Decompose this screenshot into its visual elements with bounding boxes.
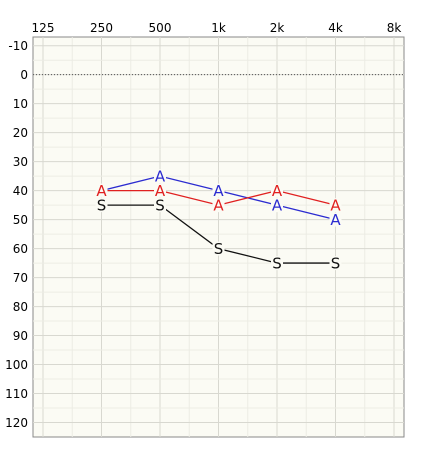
y-tick-label: 70 <box>13 271 28 285</box>
point-backdrop <box>271 198 283 213</box>
point-backdrop <box>329 198 342 213</box>
point-backdrop <box>154 183 166 198</box>
data-point-marker: A <box>213 197 224 215</box>
data-point-marker: S <box>155 197 165 215</box>
x-axis-ticks: 125 250 500 1k 2k 4k 8k <box>32 21 402 35</box>
series-layer: AAAAAAAAAASSSSS <box>95 168 342 273</box>
data-point-marker: A <box>213 182 224 200</box>
data-point-marker: A <box>155 182 166 200</box>
point-backdrop <box>154 198 166 213</box>
y-tick-label: 20 <box>13 126 28 140</box>
point-backdrop <box>212 241 225 256</box>
data-point-marker: A <box>330 197 341 215</box>
x-tick-label: 8k <box>387 21 402 35</box>
y-tick-label: -10 <box>8 39 28 53</box>
point-backdrop <box>329 212 342 227</box>
point-backdrop <box>95 183 108 198</box>
data-point-marker: S <box>214 240 224 258</box>
point-backdrop <box>154 169 166 184</box>
data-point-marker: A <box>330 211 341 229</box>
point-backdrop <box>271 256 283 271</box>
data-point-marker: A <box>96 182 107 200</box>
y-tick-label: 100 <box>5 358 28 372</box>
x-tick-label: 500 <box>149 21 172 35</box>
x-tick-label: 2k <box>270 21 285 35</box>
x-tick-label: 125 <box>32 21 55 35</box>
y-tick-label: 0 <box>20 68 28 82</box>
point-backdrop <box>212 183 225 198</box>
x-tick-label: 4k <box>328 21 343 35</box>
y-axis-ticks: -10 0 10 20 30 40 50 60 70 80 90 100 110 120 <box>5 39 28 430</box>
data-point-marker: S <box>272 255 282 273</box>
y-tick-label: 110 <box>5 387 28 401</box>
y-tick-label: 10 <box>13 97 28 111</box>
y-tick-label: 60 <box>13 242 28 256</box>
data-point-marker: S <box>331 255 341 273</box>
y-tick-label: 30 <box>13 155 28 169</box>
x-tick-label: 250 <box>90 21 113 35</box>
data-point-marker: A <box>155 168 166 186</box>
point-backdrop <box>212 198 225 213</box>
point-backdrop <box>95 198 108 213</box>
y-tick-label: 50 <box>13 213 28 227</box>
grid <box>33 37 404 437</box>
point-backdrop <box>271 183 283 198</box>
data-point-marker: A <box>272 197 283 215</box>
y-tick-label: 90 <box>13 329 28 343</box>
data-point-marker: A <box>272 182 283 200</box>
y-tick-label: 120 <box>5 416 28 430</box>
x-tick-label: 1k <box>211 21 226 35</box>
data-point-marker: S <box>97 197 107 215</box>
point-backdrop <box>329 256 342 271</box>
y-tick-label: 40 <box>13 184 28 198</box>
y-tick-label: 80 <box>13 300 28 314</box>
